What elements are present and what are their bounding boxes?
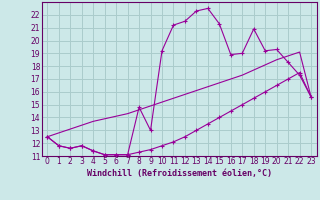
X-axis label: Windchill (Refroidissement éolien,°C): Windchill (Refroidissement éolien,°C) — [87, 169, 272, 178]
